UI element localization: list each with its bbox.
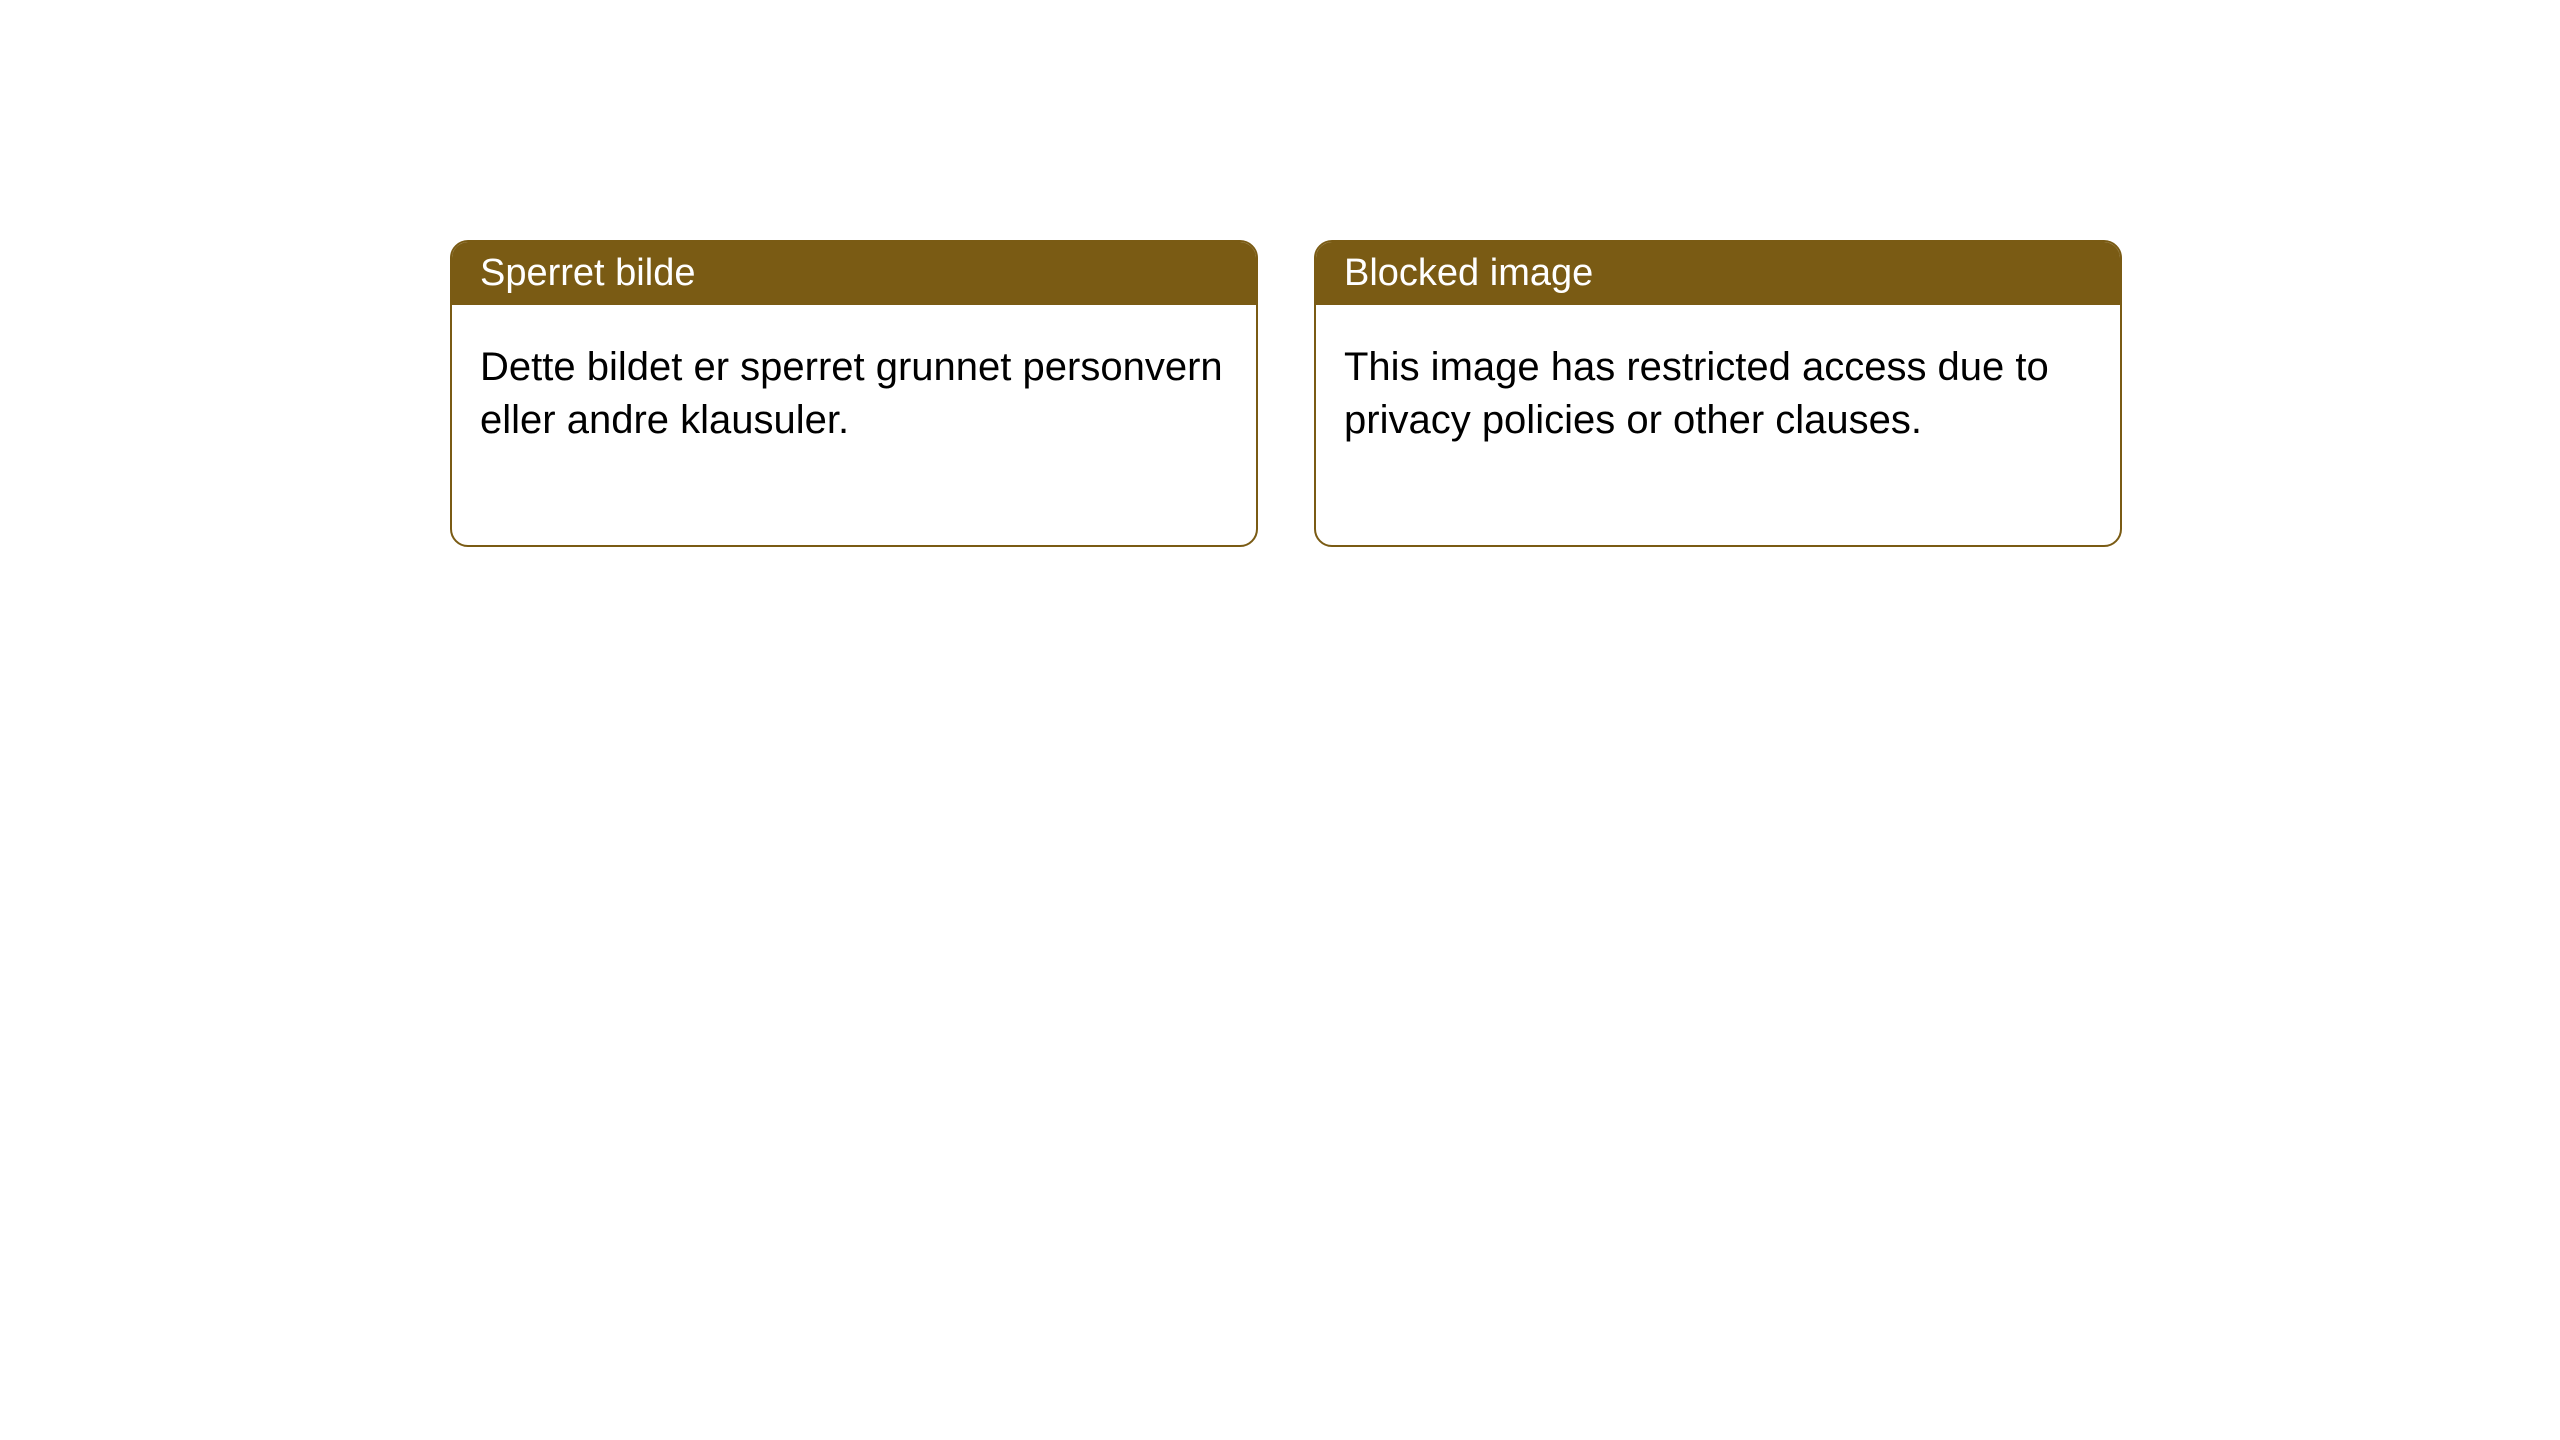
notice-body-text: This image has restricted access due to …	[1316, 305, 2120, 545]
notice-title: Blocked image	[1316, 242, 2120, 305]
notice-body-text: Dette bildet er sperret grunnet personve…	[452, 305, 1256, 545]
notice-card-english: Blocked image This image has restricted …	[1314, 240, 2122, 547]
notice-title: Sperret bilde	[452, 242, 1256, 305]
notice-cards-container: Sperret bilde Dette bildet er sperret gr…	[450, 240, 2122, 547]
notice-card-norwegian: Sperret bilde Dette bildet er sperret gr…	[450, 240, 1258, 547]
